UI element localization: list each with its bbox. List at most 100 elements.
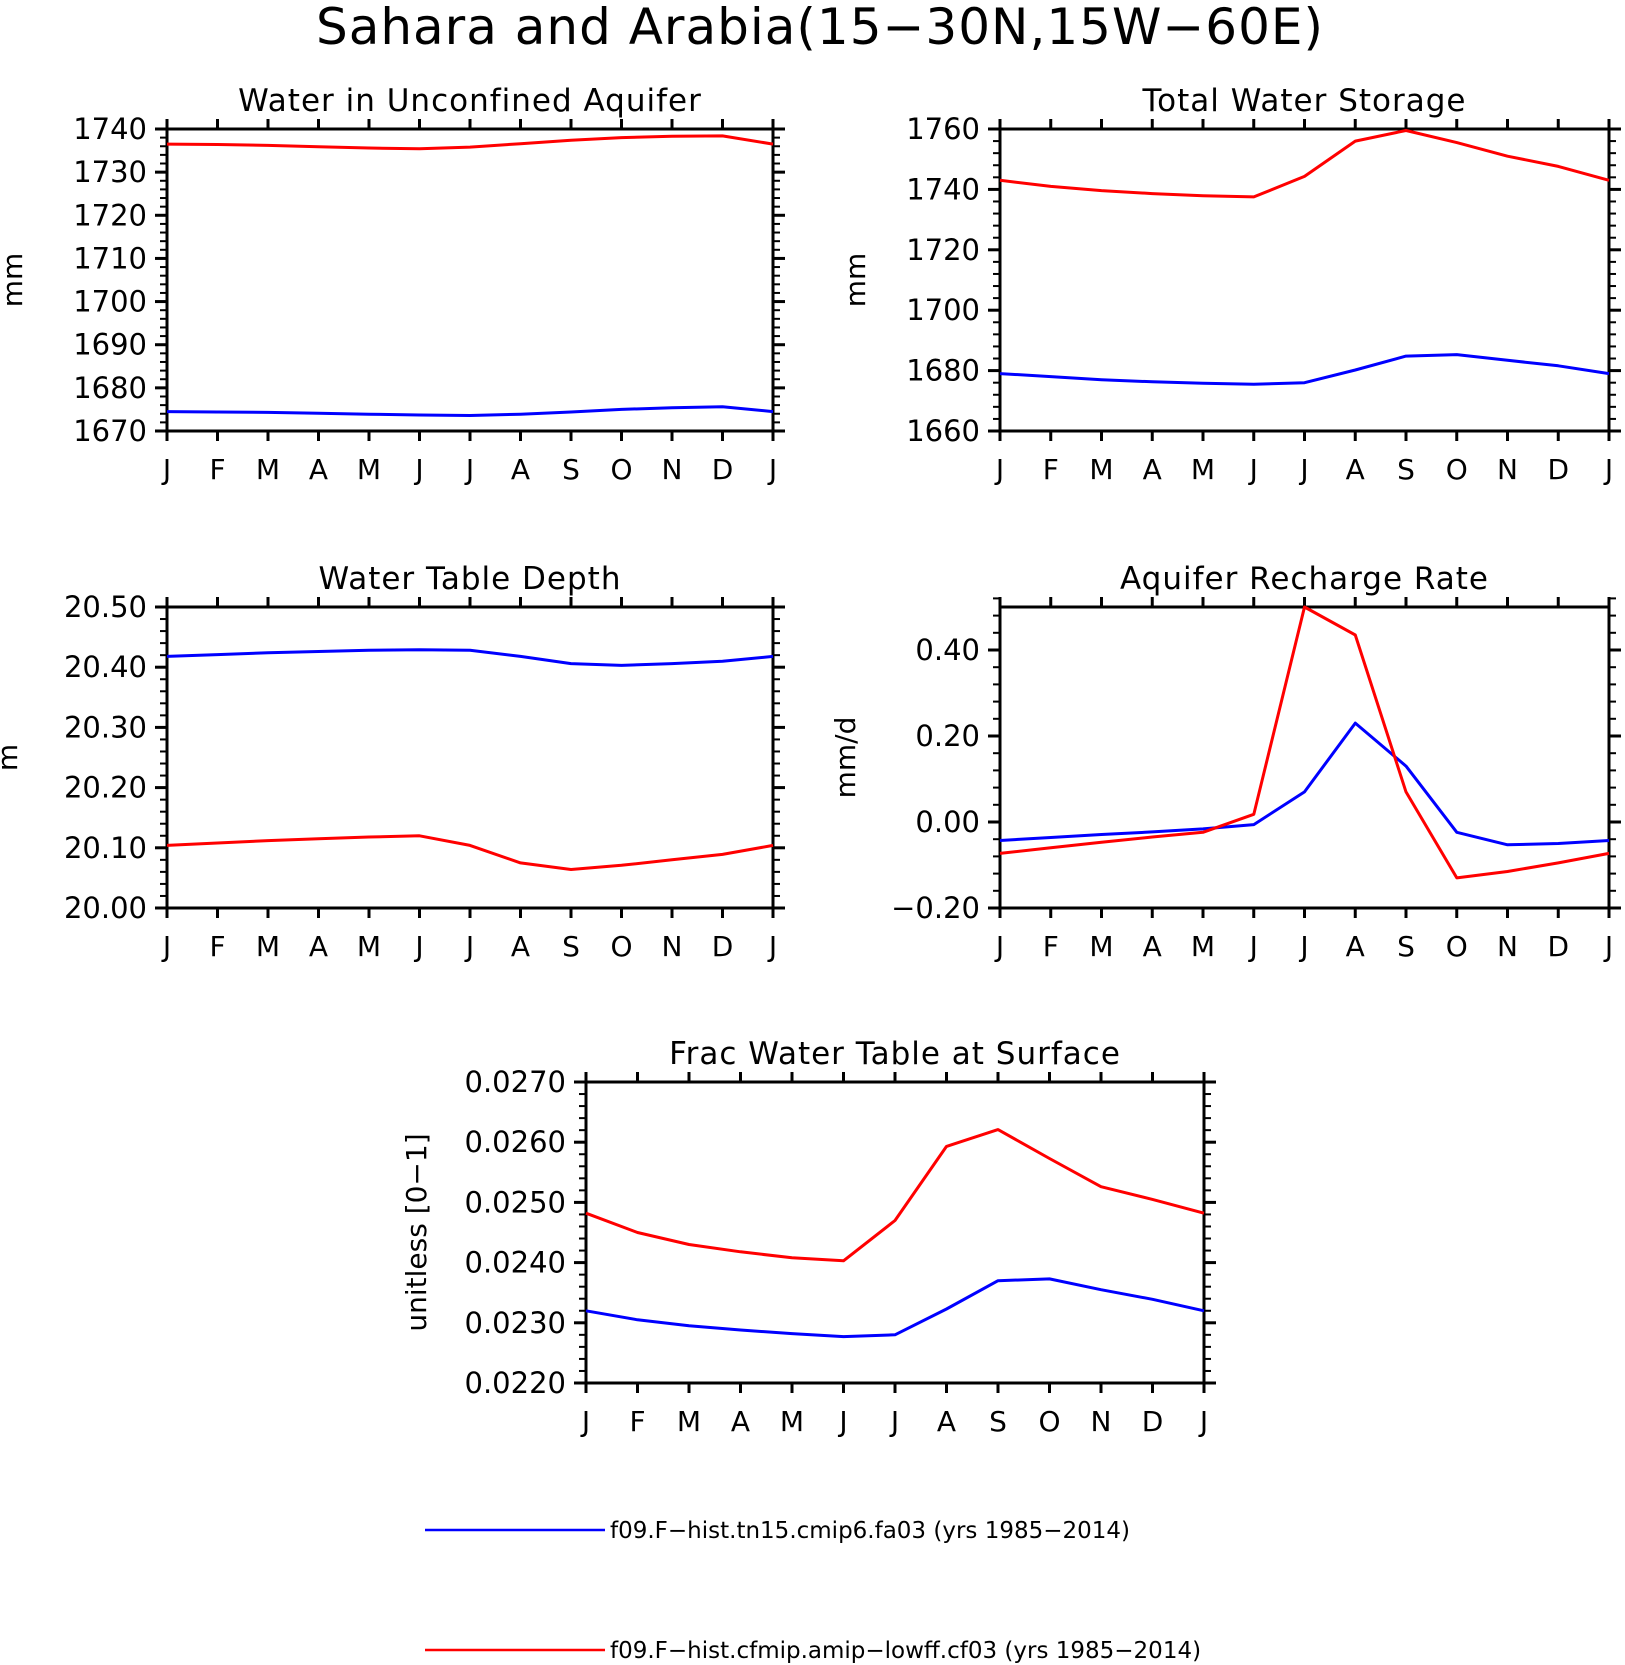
y-tick-label: 20.10 (64, 831, 147, 865)
plot-frame (584, 1080, 1206, 1385)
y-tick-label: 1680 (73, 371, 147, 405)
y-tick-label: 1740 (73, 112, 147, 146)
figure-title: Sahara and Arabia(15−30N,15W−60E) (316, 0, 1324, 56)
x-tick-label: D (712, 453, 734, 486)
chart-panel-1: Water in Unconfined Aquifer 1670 1680 1690 1… (0, 83, 785, 486)
series-line-red (999, 605, 1610, 880)
y-tick-label: 1710 (73, 241, 147, 275)
x-tick-label: J (1298, 453, 1308, 486)
x-tick-label: J (1603, 930, 1613, 963)
x-tick-label: J (580, 1405, 590, 1438)
x-tick-label: J (1248, 930, 1258, 963)
plot-frame (998, 605, 1611, 910)
x-tick-label: F (1043, 453, 1059, 486)
x-tick-label: D (712, 930, 734, 963)
series-line-red (999, 129, 1610, 199)
y-tick-label: 1730 (73, 155, 147, 189)
plot-frame (165, 127, 775, 433)
x-tick-label: A (511, 453, 530, 486)
x-tick-label: A (731, 1405, 750, 1438)
y-tick-label: 0.0240 (465, 1246, 566, 1280)
y-axis-label: mm/d (829, 717, 862, 799)
x-tick-label: D (1547, 453, 1569, 486)
panel-title: Frac Water Table at Surface (669, 1036, 1121, 1072)
x-tick-label: J (837, 1405, 847, 1438)
x-tick-label: S (1397, 453, 1415, 486)
series-line-red (166, 834, 774, 871)
y-tick-label: 0.0220 (465, 1366, 566, 1400)
chart-panel-3: Water Table Depth 20.00 20.10 20.20 20.30 20.… (0, 561, 785, 963)
legend: f09.F−hist.tn15.cmip6.fa03 (yrs 1985−201… (425, 1518, 1201, 1664)
x-tick-label: M (357, 453, 381, 486)
x-tick-label: M (357, 930, 381, 963)
x-tick-label: J (161, 453, 171, 486)
y-tick-label: 1720 (73, 198, 147, 232)
x-tick-label: A (1346, 453, 1365, 486)
chart-panel-5: Frac Water Table at Surface 0.0220 0.0230 0… (400, 1036, 1216, 1438)
x-tick-label: J (464, 930, 474, 963)
x-tick-label: M (677, 1405, 701, 1438)
x-tick-label: A (1346, 930, 1365, 963)
panels: Water in Unconfined Aquifer 1670 1680 1690 1… (0, 83, 1621, 1438)
x-tick-label: J (464, 453, 474, 486)
series-line-blue (166, 405, 774, 417)
x-tick-label: J (1248, 453, 1258, 486)
panel-title: Water in Unconfined Aquifer (238, 83, 702, 119)
y-tick-label: 1740 (906, 172, 980, 206)
x-tick-label: A (1143, 930, 1162, 963)
x-tick-label: O (610, 930, 632, 963)
x-tick-label: J (1298, 930, 1308, 963)
x-tick-label: J (767, 453, 777, 486)
plot-frame (998, 127, 1611, 433)
x-tick-label: N (1497, 453, 1518, 486)
x-tick-label: J (161, 930, 171, 963)
x-tick-label: M (1191, 930, 1215, 963)
x-tick-label: O (1446, 930, 1468, 963)
x-tick-label: M (256, 453, 280, 486)
y-tick-label: 0.0230 (465, 1306, 566, 1340)
x-tick-label: M (1191, 453, 1215, 486)
x-tick-label: A (937, 1405, 956, 1438)
y-tick-label: 20.20 (64, 771, 147, 805)
y-tick-label: 20.40 (64, 650, 147, 684)
x-tick-label: O (1038, 1405, 1060, 1438)
y-tick-label: −0.20 (891, 891, 980, 925)
y-tick-label: 1700 (906, 293, 980, 327)
x-tick-label: A (511, 930, 530, 963)
series-line-red (585, 1128, 1205, 1263)
x-tick-label: J (994, 930, 1004, 963)
x-tick-label: F (209, 930, 225, 963)
panel-title: Aquifer Recharge Rate (1120, 561, 1489, 597)
x-tick-label: M (780, 1405, 804, 1438)
x-tick-label: M (1089, 453, 1113, 486)
y-tick-label: 1670 (73, 414, 147, 448)
x-tick-label: S (989, 1405, 1007, 1438)
y-tick-label: 0.20 (915, 719, 980, 753)
x-tick-label: O (610, 453, 632, 486)
y-tick-label: 20.50 (64, 590, 147, 624)
x-tick-label: D (1142, 1405, 1164, 1438)
x-tick-label: F (1043, 930, 1059, 963)
x-tick-label: N (1091, 1405, 1112, 1438)
chart-panel-4: Aquifer Recharge Rate −0.20 0.00 0.20 0.40 J F… (829, 561, 1621, 963)
x-tick-label: S (1397, 930, 1415, 963)
series-line-blue (999, 353, 1610, 386)
y-tick-label: 0.0250 (465, 1185, 566, 1219)
x-tick-label: J (413, 930, 423, 963)
y-tick-label: 1680 (906, 354, 980, 388)
y-axis-label: mm (839, 253, 872, 308)
x-tick-label: A (1143, 453, 1162, 486)
y-axis-label: mm (0, 253, 29, 308)
series-line-red (166, 134, 774, 151)
y-tick-label: 0.40 (915, 633, 980, 667)
x-tick-label: D (1547, 930, 1569, 963)
series-line-blue (166, 648, 774, 667)
y-tick-label: 1760 (906, 112, 980, 146)
x-tick-label: F (209, 453, 225, 486)
y-tick-label: 1660 (906, 414, 980, 448)
y-tick-label: 20.30 (64, 710, 147, 744)
series-line-blue (585, 1277, 1205, 1339)
y-tick-label: 20.00 (64, 891, 147, 925)
y-tick-label: 1720 (906, 233, 980, 267)
x-tick-label: J (767, 930, 777, 963)
